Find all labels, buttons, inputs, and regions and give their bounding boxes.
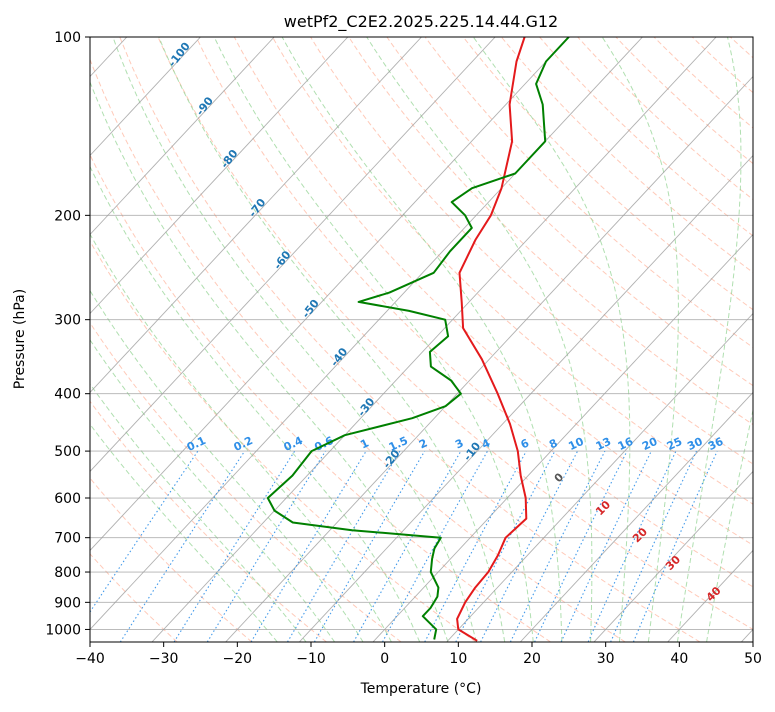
x-tick-label: −10 bbox=[296, 651, 326, 667]
x-axis-label: Temperature (°C) bbox=[360, 681, 482, 697]
y-tick-label: 1000 bbox=[45, 622, 81, 638]
x-tick-label: 40 bbox=[670, 651, 688, 667]
y-tick-label: 600 bbox=[54, 491, 81, 507]
y-tick-label: 700 bbox=[54, 531, 81, 547]
x-tick-label: 50 bbox=[744, 651, 762, 667]
y-axis-label: Pressure (hPa) bbox=[12, 289, 28, 389]
x-tick-label: 10 bbox=[449, 651, 467, 667]
x-tick-label: −20 bbox=[223, 651, 253, 667]
x-tick-label: −30 bbox=[149, 651, 179, 667]
y-tick-label: 200 bbox=[54, 208, 81, 224]
y-tick-label: 900 bbox=[54, 595, 81, 611]
x-tick-label: 0 bbox=[380, 651, 389, 667]
x-tick-label: 30 bbox=[597, 651, 615, 667]
y-tick-label: 500 bbox=[54, 444, 81, 460]
x-tick-label: −40 bbox=[75, 651, 105, 667]
y-tick-label: 400 bbox=[54, 387, 81, 403]
chart-title: wetPf2_C2E2.2025.225.14.44.G12 bbox=[284, 12, 558, 32]
y-tick-label: 800 bbox=[54, 565, 81, 581]
y-tick-label: 300 bbox=[54, 313, 81, 329]
y-tick-label: 100 bbox=[54, 30, 81, 46]
x-tick-label: 20 bbox=[523, 651, 541, 667]
